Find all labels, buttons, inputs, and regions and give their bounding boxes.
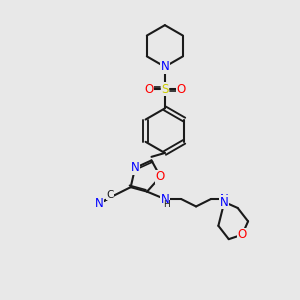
Text: O: O <box>156 170 165 183</box>
Text: N: N <box>131 161 140 174</box>
Text: N: N <box>160 193 169 206</box>
Text: O: O <box>177 82 186 96</box>
Text: C: C <box>106 190 114 200</box>
Text: N: N <box>220 193 229 206</box>
Text: N: N <box>220 196 229 208</box>
Text: H: H <box>163 200 170 209</box>
Text: N: N <box>160 60 169 73</box>
Text: N: N <box>95 197 104 210</box>
Text: O: O <box>144 82 153 96</box>
Text: S: S <box>161 82 169 96</box>
Text: O: O <box>238 228 247 241</box>
